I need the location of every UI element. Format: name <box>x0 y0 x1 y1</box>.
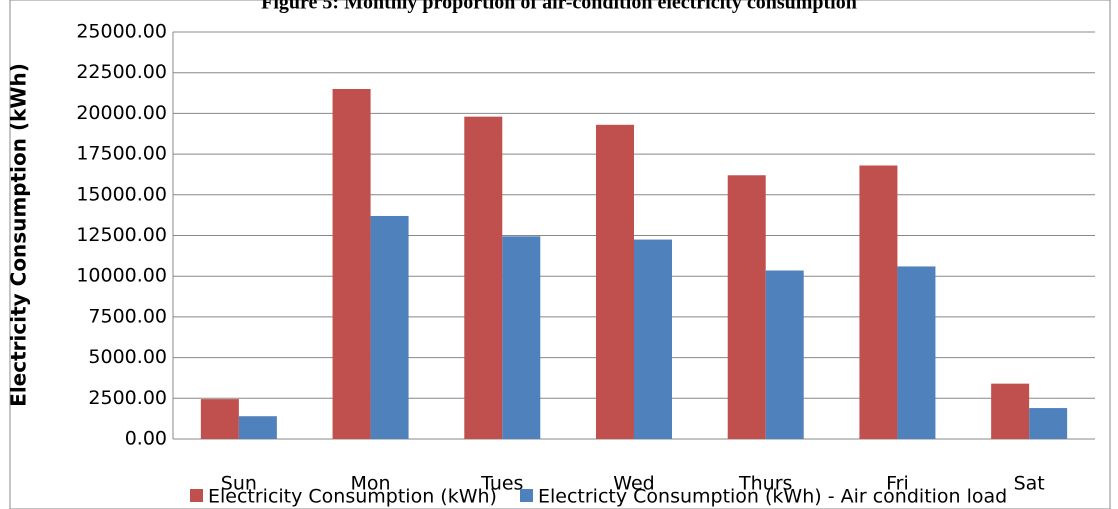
y-tick-label: 12500.00 <box>76 224 167 246</box>
bar <box>765 270 804 439</box>
x-tick-label: Fri <box>886 473 909 495</box>
y-tick-label: 7500.00 <box>88 305 167 327</box>
bar <box>1029 408 1068 439</box>
legend-label: Electricity Consumption (kWh) <box>208 486 497 508</box>
bar <box>200 399 239 439</box>
chart-title: Figure 5: Monthly proportion of air-cond… <box>261 0 857 14</box>
bar <box>596 124 634 440</box>
bar <box>464 116 503 439</box>
y-tick-label: 0.00 <box>125 428 167 450</box>
y-tick-label: 15000.00 <box>76 183 167 205</box>
x-tick-label: Thurs <box>738 473 792 495</box>
y-tick-label: 5000.00 <box>88 346 167 368</box>
bar <box>727 175 766 439</box>
y-axis-title: Electricity Consumption (kWh) <box>7 63 31 407</box>
y-tick-label: 20000.00 <box>76 102 167 124</box>
bar <box>859 165 898 439</box>
legend-label: Electricty Consumption (kWh) - Air condi… <box>538 486 1007 508</box>
y-tick-label: 22500.00 <box>76 61 167 83</box>
bar <box>370 215 409 439</box>
bar <box>634 239 672 439</box>
y-tick-label: 17500.00 <box>76 143 167 165</box>
x-tick-label: Wed <box>613 473 654 495</box>
x-tick-label: Sat <box>1014 473 1045 495</box>
y-tick-label: 2500.00 <box>88 387 167 409</box>
x-tick-label: Tues <box>480 473 523 495</box>
bar <box>238 416 277 439</box>
legend-swatch <box>520 489 533 502</box>
bar <box>332 88 371 439</box>
y-tick-label: 10000.00 <box>76 265 167 287</box>
legend-swatch <box>190 489 203 502</box>
x-tick-label: Mon <box>351 473 391 495</box>
x-tick-label: Sun <box>221 473 257 495</box>
bar <box>502 236 541 439</box>
bar <box>991 383 1030 439</box>
bar <box>897 266 936 439</box>
chart-frame <box>9 0 1111 509</box>
y-tick-label: 25000.00 <box>76 21 167 43</box>
